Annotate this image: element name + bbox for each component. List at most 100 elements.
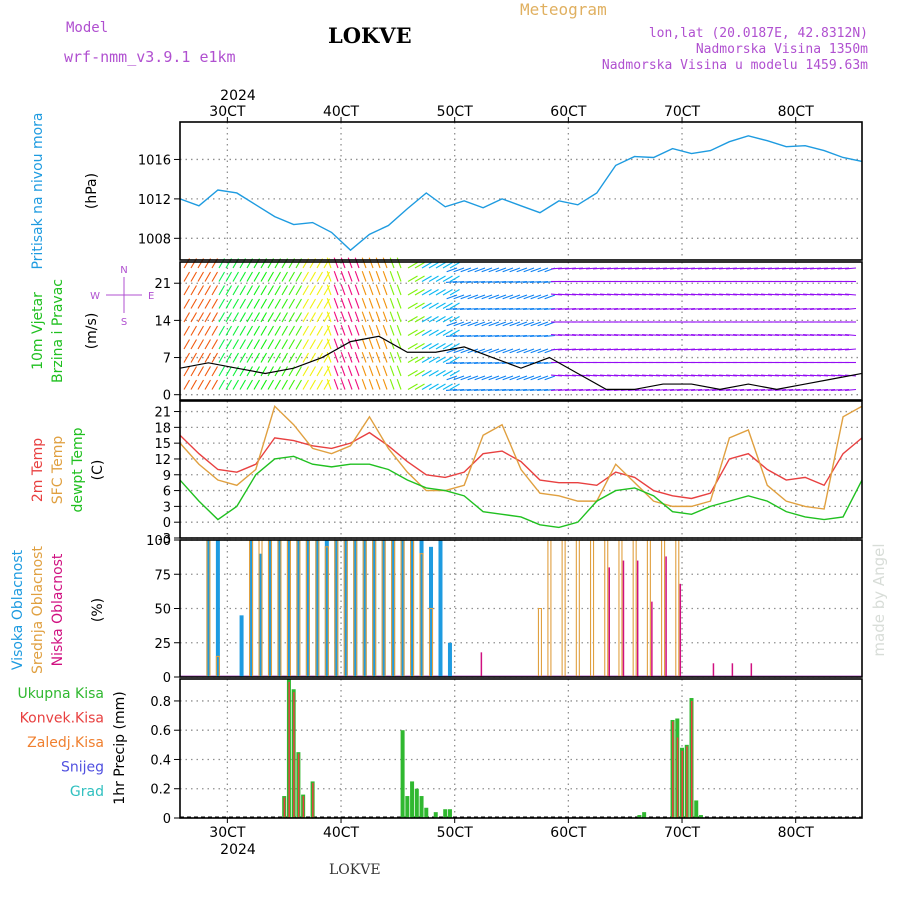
- wind-barb: [774, 267, 787, 270]
- wind-barb: [613, 374, 626, 377]
- wind-barb: [361, 284, 367, 296]
- wind-barb: [529, 388, 542, 392]
- wind-barb: [641, 267, 654, 270]
- wind-barb: [267, 352, 274, 363]
- wind-barb: [481, 294, 493, 300]
- wind-barb: [253, 339, 260, 350]
- wind-barb: [225, 325, 232, 336]
- wind-barb: [295, 312, 302, 323]
- wind-barb: [543, 307, 556, 311]
- y-tick-label: 21: [154, 406, 171, 421]
- wind-barb: [460, 267, 472, 273]
- wind-barb: [442, 329, 453, 336]
- pressure-line: [179, 135, 863, 252]
- wind-barb: [267, 339, 274, 350]
- wind-barb: [564, 388, 577, 392]
- wind-barb: [204, 285, 211, 296]
- panel-frame-precip: [179, 678, 863, 819]
- wind-barb: [267, 366, 274, 377]
- wind-barb: [326, 297, 332, 309]
- cloud-bar-high: [391, 540, 396, 677]
- wind-barb: [495, 294, 507, 300]
- wind-barb: [232, 379, 239, 390]
- wind-barb: [578, 388, 591, 392]
- precip-legend-item: Snijeg: [61, 760, 104, 776]
- wind-barb: [382, 284, 388, 296]
- wind-barb: [473, 334, 486, 338]
- wind-barb: [830, 267, 843, 270]
- precip-bar-convective: [302, 796, 305, 818]
- wind-barb: [368, 311, 374, 323]
- wind-barb: [494, 307, 507, 311]
- wind-barb: [830, 307, 843, 311]
- wind-barb: [536, 334, 549, 338]
- wind-barb: [711, 348, 724, 351]
- wind-barb: [449, 275, 460, 282]
- wind-barb: [718, 348, 731, 351]
- wind-barb: [508, 334, 521, 338]
- wind-barb: [442, 383, 453, 390]
- wind-barb: [421, 262, 432, 269]
- wind-barb: [516, 321, 528, 327]
- wind-barb: [225, 271, 232, 282]
- wind-barb: [648, 388, 661, 392]
- wind-barb: [354, 365, 360, 377]
- precip-bar-total: [698, 815, 703, 818]
- wind-barb: [516, 267, 528, 273]
- wind-barb: [452, 307, 465, 311]
- wind-barb: [767, 293, 780, 296]
- wind-barb: [683, 388, 696, 392]
- wind-barb: [627, 333, 640, 337]
- wind-barb: [474, 321, 486, 327]
- wind-barb: [606, 267, 619, 270]
- wind-barb: [382, 365, 388, 377]
- wind-barb: [718, 333, 731, 337]
- wind-barb: [389, 311, 395, 323]
- wind-barb: [435, 289, 446, 296]
- wind-barb: [288, 352, 295, 363]
- wind-barb: [515, 334, 528, 338]
- wind-barb: [481, 321, 493, 327]
- wind-barb: [295, 285, 302, 296]
- wind-barb: [246, 352, 253, 363]
- mid-cloud-axis-title: Srednja Oblacnost: [30, 546, 46, 674]
- wind-barb: [781, 267, 794, 270]
- wind-barb: [309, 379, 316, 390]
- wind-barb: [655, 293, 668, 296]
- wind-barb: [488, 267, 500, 273]
- cloud-bar-mid: [632, 539, 637, 677]
- precip-bar-convective: [681, 750, 684, 818]
- compass-west: W: [90, 291, 100, 302]
- wind-barb: [823, 374, 836, 377]
- cloud-bar-mid: [324, 546, 329, 677]
- precip-bar-convective: [312, 782, 314, 818]
- cloud-bar-low: [480, 652, 483, 677]
- cloud-bar-high: [267, 540, 272, 677]
- page-title: LOKVE: [328, 23, 412, 48]
- wind-barb: [190, 312, 197, 323]
- cloud-bar-mid: [589, 539, 595, 677]
- wind-barb: [488, 294, 500, 300]
- wind-barb: [368, 338, 374, 350]
- wind-barb: [435, 275, 446, 282]
- wind-barb: [414, 356, 425, 363]
- wind-barb: [823, 307, 836, 311]
- wind-barb: [634, 293, 647, 296]
- wind-barb: [816, 307, 829, 311]
- wind-barb: [288, 285, 295, 296]
- wind-barb: [414, 370, 425, 377]
- wind-barb: [354, 378, 360, 390]
- wind-barb: [460, 321, 472, 327]
- wind-barb: [809, 388, 822, 392]
- wind-barb: [197, 379, 204, 390]
- wind-barb: [407, 316, 418, 323]
- elevation-label: Nadmorska Visina 1350m: [695, 42, 868, 57]
- wind-barb: [697, 374, 710, 377]
- wind-barb: [487, 361, 500, 365]
- wind-barb: [288, 339, 295, 350]
- wind-barb: [676, 307, 689, 311]
- wind-barb: [550, 388, 563, 392]
- wind-barb: [830, 293, 843, 296]
- wind-barb: [323, 339, 330, 350]
